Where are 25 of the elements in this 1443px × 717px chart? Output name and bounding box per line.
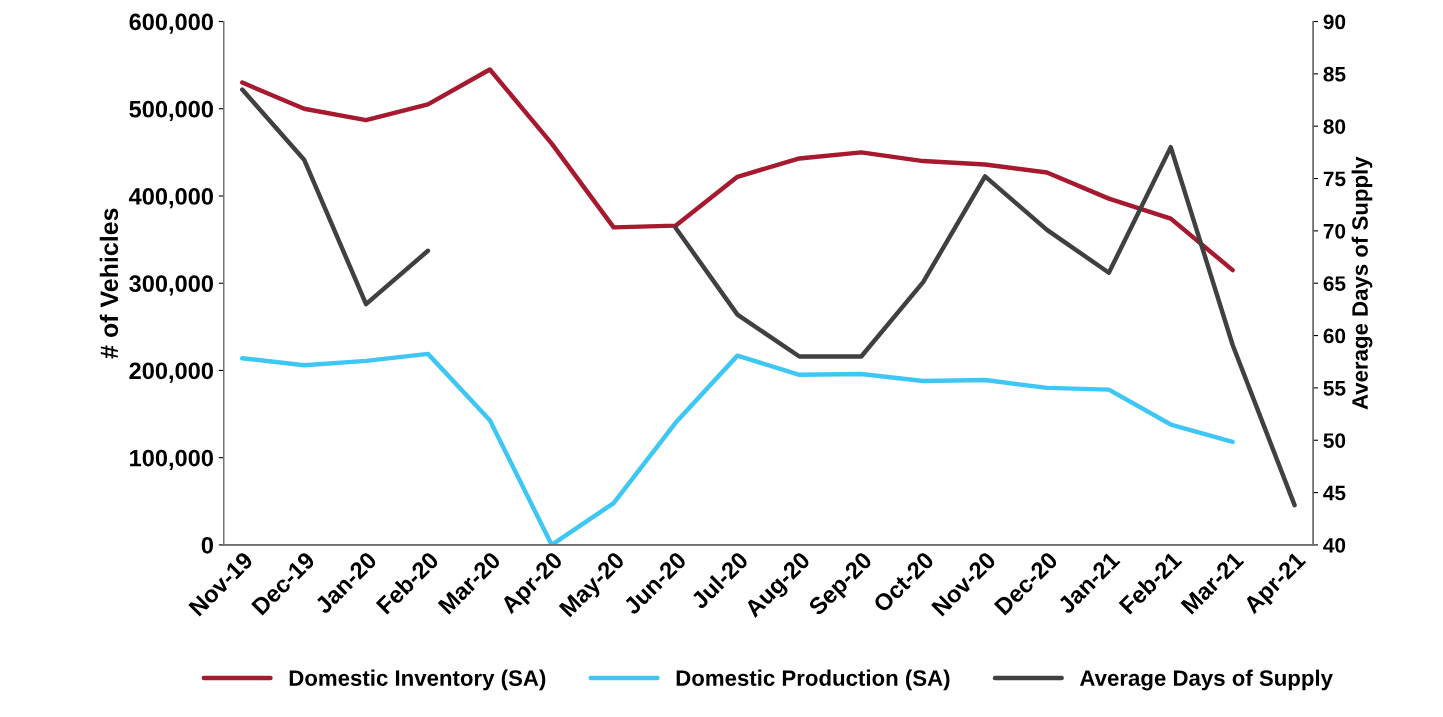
y-tick-label: 100,000	[130, 449, 213, 470]
y2-tick-label: 50	[1323, 433, 1346, 448]
y2-tick-label: 85	[1323, 66, 1346, 82]
legend-label: Domestic Inventory (SA)	[289, 669, 546, 691]
y-tick-label: 500,000	[129, 100, 213, 121]
y-axis-title: # of Vehicles	[99, 208, 119, 359]
y2-tick-label: 75	[1323, 171, 1346, 187]
y2-tick-label: 45	[1323, 485, 1346, 501]
line-series	[240, 67, 1235, 273]
y2-axis-title: Average Days of Supply	[1351, 156, 1373, 410]
y2-tick-label: 40	[1323, 537, 1346, 553]
y-tick-label: 400,000	[128, 188, 213, 209]
y2-tick-label: 60	[1323, 328, 1346, 344]
y-tick-label: 600,000	[129, 13, 213, 34]
y2-tick-label: 55	[1323, 381, 1346, 396]
legend-label: Average Days of Supply	[1079, 669, 1333, 691]
y2-tick-label: 80	[1323, 119, 1346, 134]
y-tick-label: 200,000	[129, 362, 213, 383]
y2-tick-label: 70	[1323, 223, 1346, 239]
y-tick-label: 0	[201, 536, 213, 554]
y2-tick-label: 90	[1323, 14, 1346, 30]
y2-tick-label: 65	[1323, 276, 1346, 291]
y-tick-label: 300,000	[129, 275, 213, 296]
legend-label: Domestic Production (SA)	[676, 669, 950, 691]
line-series	[240, 351, 1235, 545]
